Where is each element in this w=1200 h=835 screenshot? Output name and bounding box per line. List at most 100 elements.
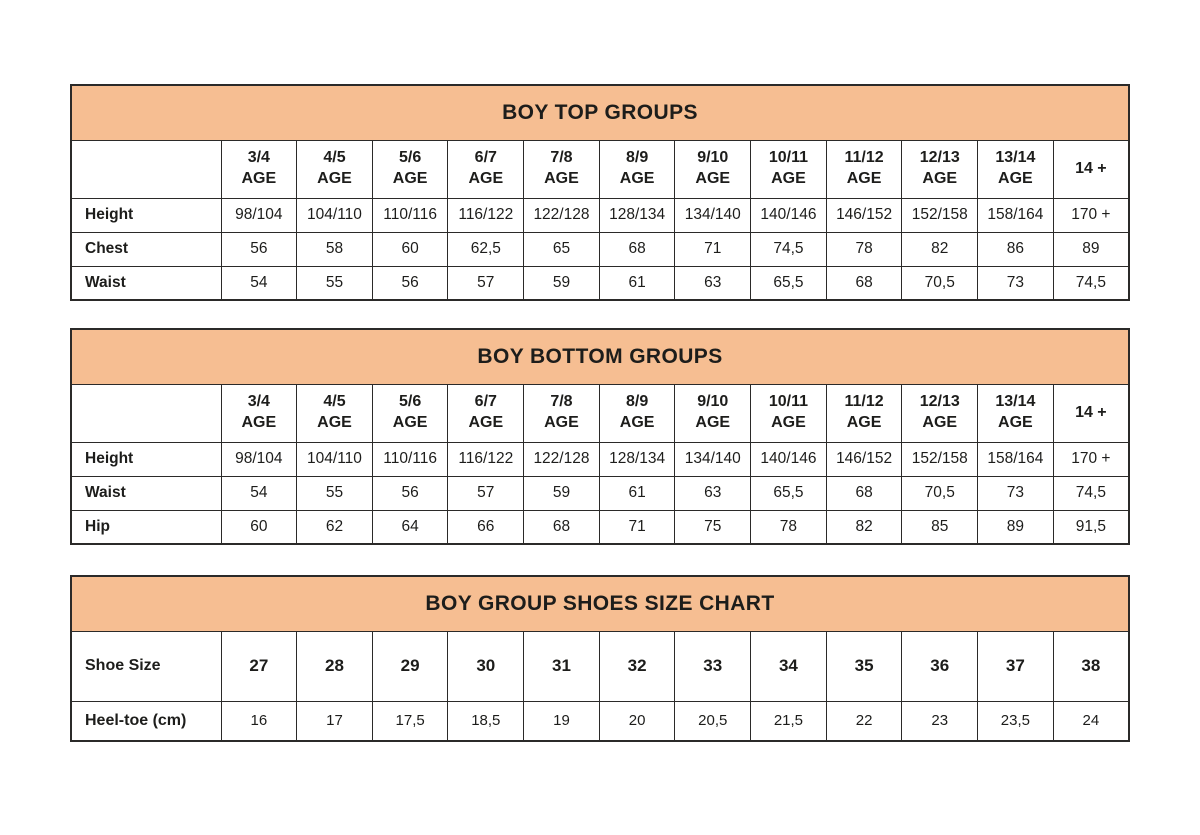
value-cell: 140/146 bbox=[750, 441, 827, 477]
value-cell: 70,5 bbox=[901, 265, 979, 301]
value-cell: 57 bbox=[447, 265, 525, 301]
value-cell: 33 bbox=[674, 630, 752, 702]
age-column-header: 12/13 AGE bbox=[901, 139, 979, 199]
value-cell: 85 bbox=[901, 509, 979, 545]
value-cell: 146/152 bbox=[825, 197, 903, 233]
row-label: Height bbox=[70, 441, 222, 477]
value-cell: 30 bbox=[447, 630, 525, 702]
value-cell: 29 bbox=[371, 630, 449, 702]
value-cell: 23 bbox=[901, 700, 979, 742]
value-cell: 110/116 bbox=[371, 441, 449, 477]
age-column-header: 13/14 AGE bbox=[977, 139, 1054, 199]
value-cell: 68 bbox=[825, 265, 903, 301]
value-cell: 19 bbox=[523, 700, 600, 742]
age-header-line: 9/10 bbox=[697, 393, 729, 411]
value-cell: 128/134 bbox=[598, 441, 676, 477]
value-cell: 64 bbox=[371, 509, 449, 545]
age-column-header: 14 + bbox=[1052, 383, 1130, 443]
value-cell: 18,5 bbox=[447, 700, 525, 742]
age-header-line: 6/7 bbox=[474, 393, 497, 411]
table-title-boy-bottom-groups: BOY BOTTOM GROUPS bbox=[70, 328, 1130, 385]
age-header-line: AGE bbox=[392, 414, 428, 431]
table-body: 3/4 AGE 4/5 AGE 5/6 AGE 6/7 AGE 7/8 AGE 8/9 AGE 9/10… bbox=[70, 383, 1130, 545]
table-title-boy-top-groups: BOY TOP GROUPS bbox=[70, 84, 1130, 141]
value-cell: 62 bbox=[296, 509, 373, 545]
age-column-header: 10/11 AGE bbox=[750, 139, 827, 199]
age-header-line: 10/11 bbox=[768, 393, 808, 411]
value-cell: 60 bbox=[220, 509, 298, 545]
row-label: Waist bbox=[70, 265, 222, 301]
row-label: Waist bbox=[70, 475, 222, 511]
age-column-header: 4/5 AGE bbox=[296, 139, 373, 199]
value-cell: 17 bbox=[296, 700, 373, 742]
value-cell: 73 bbox=[977, 475, 1054, 511]
age-header-line: 3/4 bbox=[247, 149, 270, 167]
value-cell: 32 bbox=[598, 630, 676, 702]
age-header-line: AGE bbox=[998, 170, 1033, 187]
size-table-boy-group-shoes: BOY GROUP SHOES SIZE CHART Shoe Size 27 28… bbox=[70, 575, 1130, 742]
value-cell: 78 bbox=[825, 231, 903, 267]
age-header-line: 12/13 bbox=[919, 149, 960, 167]
title-row: BOY BOTTOM GROUPS bbox=[70, 328, 1130, 385]
value-cell: 82 bbox=[901, 231, 979, 267]
age-header-line: 7/8 bbox=[550, 393, 573, 411]
age-header-line: 5/6 bbox=[399, 393, 422, 411]
age-header-line: 4/5 bbox=[323, 149, 346, 167]
age-header-line: 8/9 bbox=[625, 149, 649, 167]
value-cell: 98/104 bbox=[220, 441, 298, 477]
value-cell: 68 bbox=[825, 475, 903, 511]
value-cell: 78 bbox=[750, 509, 827, 545]
data-row: Waist 54 55 56 57 59 61 63 65,5 68 70,5 73 74,5 bbox=[70, 265, 1130, 301]
value-cell: 86 bbox=[977, 231, 1054, 267]
age-column-header: 7/8 AGE bbox=[523, 383, 600, 443]
age-column-header: 8/9 AGE bbox=[598, 139, 676, 199]
value-cell: 56 bbox=[371, 265, 449, 301]
age-column-header: 5/6 AGE bbox=[371, 383, 449, 443]
value-cell: 70,5 bbox=[901, 475, 979, 511]
age-header-line: 11/12 bbox=[844, 149, 884, 167]
age-header-line: 13/14 bbox=[995, 393, 1036, 411]
age-header-line: AGE bbox=[468, 414, 504, 431]
age-header-line: AGE bbox=[317, 414, 352, 431]
age-header-line: AGE bbox=[771, 414, 806, 431]
value-cell: 134/140 bbox=[674, 197, 752, 233]
age-column-header: 7/8 AGE bbox=[523, 139, 600, 199]
value-cell: 60 bbox=[371, 231, 449, 267]
value-cell: 20,5 bbox=[674, 700, 752, 742]
value-cell: 152/158 bbox=[901, 441, 979, 477]
data-row: Height 98/104 104/110 110/116 116/122 122/128… bbox=[70, 441, 1130, 477]
value-cell: 65 bbox=[523, 231, 600, 267]
value-cell: 122/128 bbox=[523, 197, 600, 233]
value-cell: 17,5 bbox=[371, 700, 449, 742]
age-column-header: 6/7 AGE bbox=[447, 383, 525, 443]
age-column-header: 5/6 AGE bbox=[371, 139, 449, 199]
age-header-line: 14 + bbox=[1075, 403, 1107, 421]
row-label: Hip bbox=[70, 509, 222, 545]
value-cell: 71 bbox=[674, 231, 752, 267]
data-row: Chest 56 58 60 62,5 65 68 71 74,5 78 82 86 89 bbox=[70, 231, 1130, 267]
value-cell: 56 bbox=[220, 231, 298, 267]
value-cell: 158/164 bbox=[977, 197, 1054, 233]
corner-empty-cell bbox=[70, 139, 222, 199]
value-cell: 74,5 bbox=[1052, 475, 1130, 511]
age-column-header: 9/10 AGE bbox=[674, 139, 752, 199]
value-cell: 140/146 bbox=[750, 197, 827, 233]
row-label: Shoe Size bbox=[70, 630, 222, 702]
value-cell: 82 bbox=[825, 509, 903, 545]
value-cell: 74,5 bbox=[750, 231, 827, 267]
value-cell: 38 bbox=[1052, 630, 1130, 702]
value-cell: 59 bbox=[523, 475, 600, 511]
row-label: Heel-toe (cm) bbox=[70, 700, 222, 742]
age-column-header: 11/12 AGE bbox=[825, 383, 903, 443]
value-cell: 57 bbox=[447, 475, 525, 511]
value-cell: 104/110 bbox=[296, 441, 373, 477]
value-cell: 27 bbox=[220, 630, 298, 702]
age-header-line: AGE bbox=[922, 170, 958, 187]
age-header-line: 14 + bbox=[1075, 159, 1107, 177]
age-header-row: 3/4 AGE 4/5 AGE 5/6 AGE 6/7 AGE 7/8 AGE 8/9 AGE 9/10… bbox=[70, 139, 1130, 199]
age-column-header: 10/11 AGE bbox=[750, 383, 827, 443]
size-table-boy-bottom-groups: BOY BOTTOM GROUPS 3/4 AGE 4/5 AGE 5/6 AGE 6/7 A… bbox=[70, 328, 1130, 545]
value-cell: 55 bbox=[296, 265, 373, 301]
value-cell: 21,5 bbox=[750, 700, 827, 742]
value-cell: 16 bbox=[220, 700, 298, 742]
